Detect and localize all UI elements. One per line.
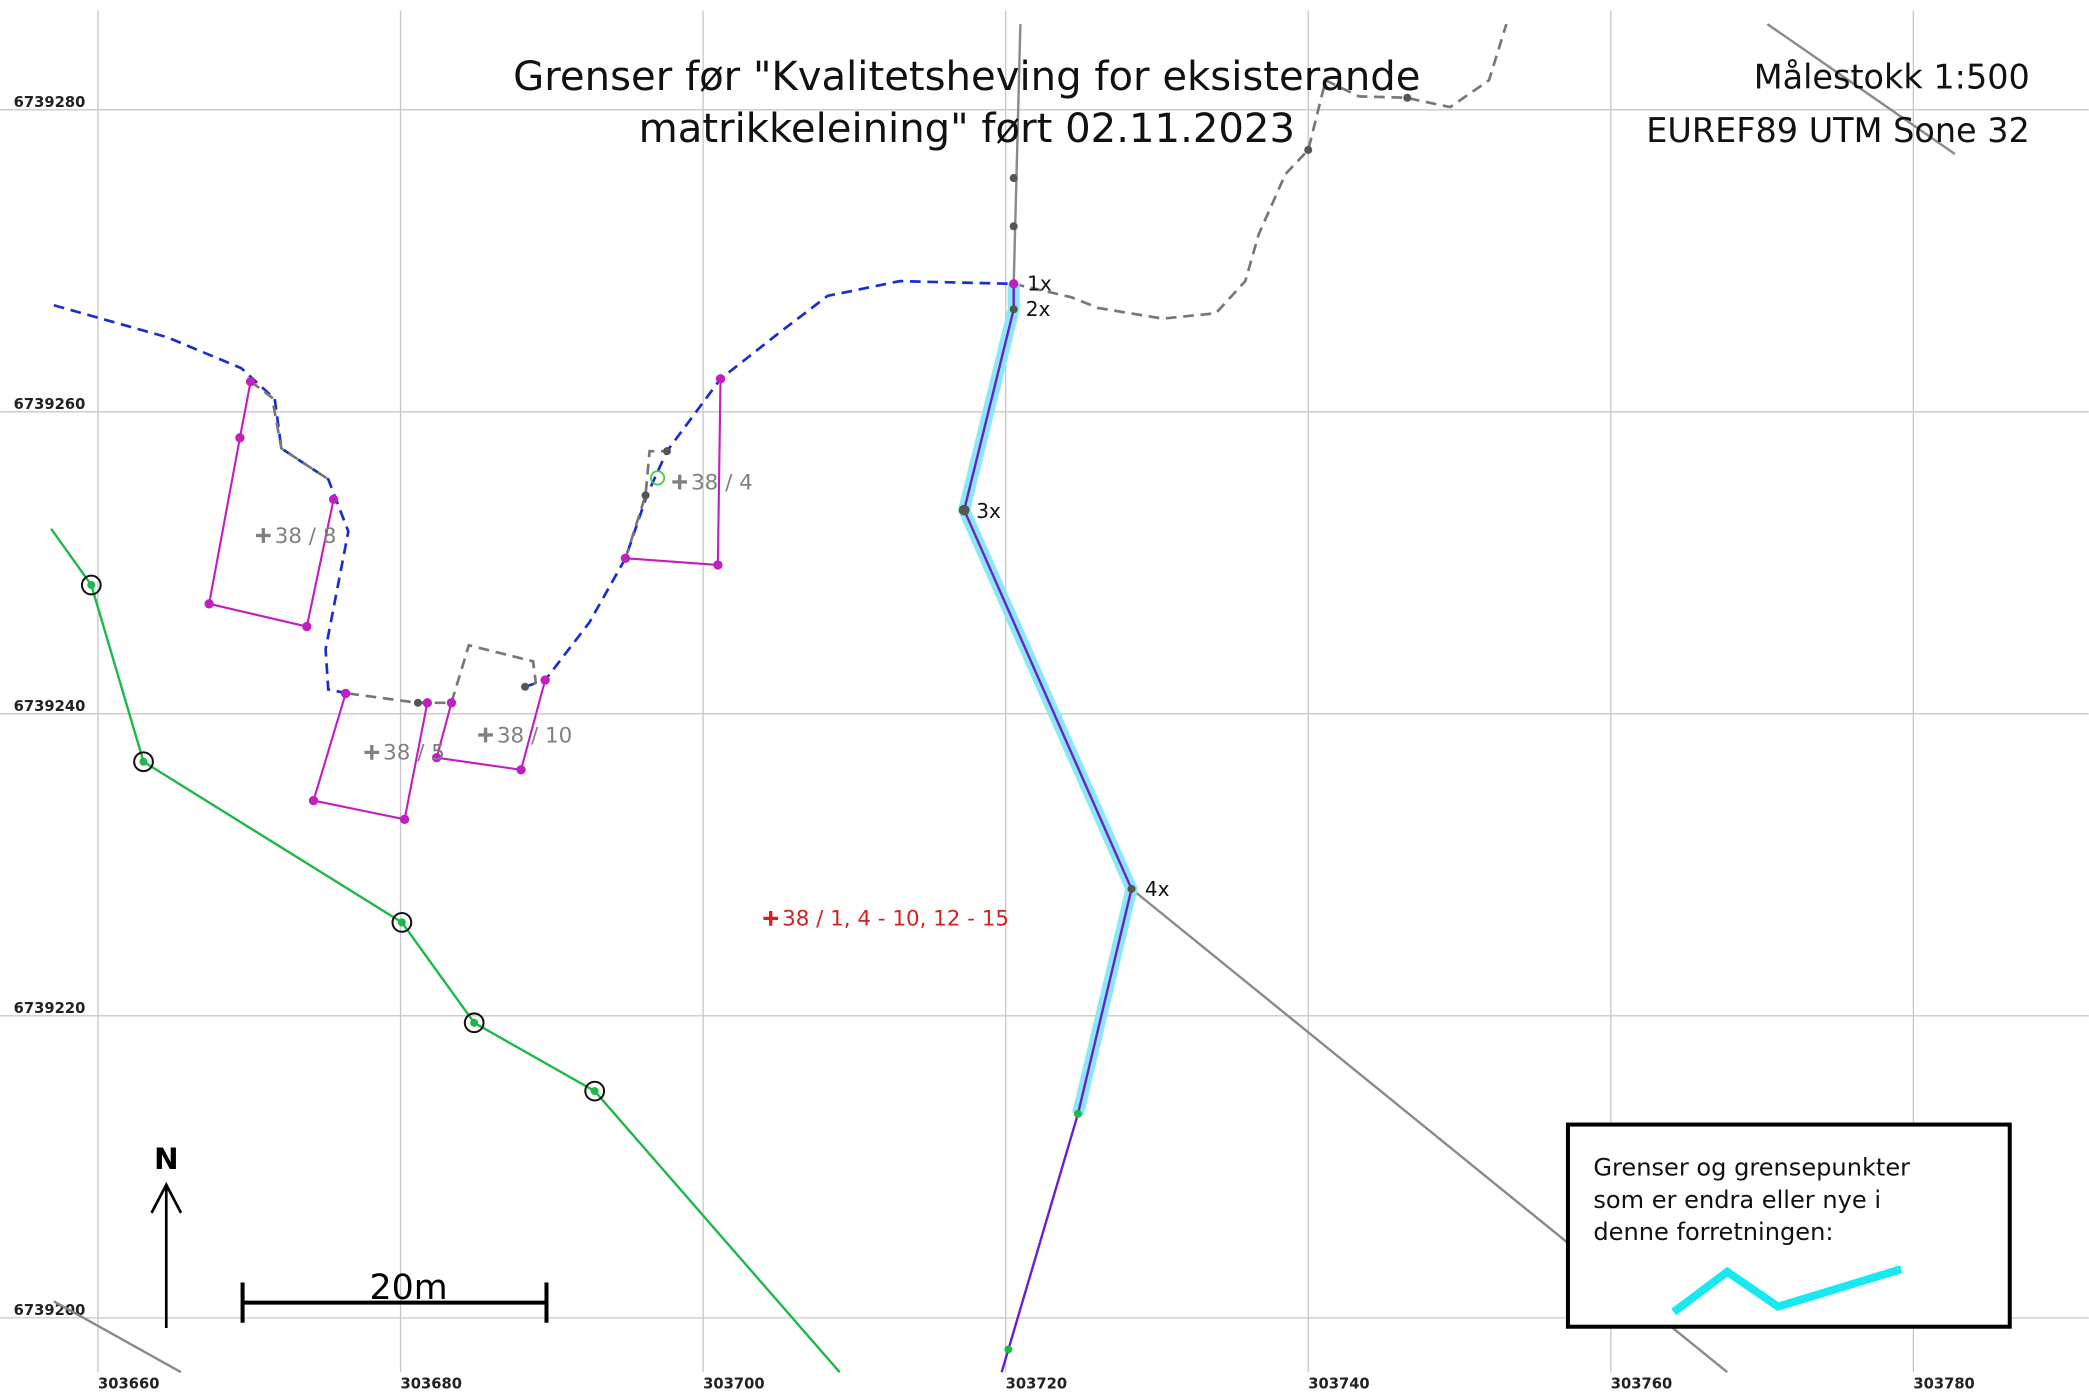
survey-points [80,574,606,1102]
legend-text: som er endra eller nye i [1593,1186,1881,1214]
northing-label: 6739220 [14,1000,86,1017]
easting-label: 303680 [401,1375,462,1392]
easting-label: 303740 [1308,1375,1369,1392]
title: matrikkeleining" ført 02.11.2023 [639,106,1295,152]
legend-box [1565,1122,2012,1329]
legend-text: Grenser og grensepunkter [1593,1154,1910,1182]
parcel-label: 38 / 5 [383,741,445,766]
parcel-label: 38 / 4 [691,470,753,495]
legend-text: denne forretningen: [1593,1218,1833,1246]
north-arrow [150,1181,183,1329]
point-label: 4x [1145,877,1170,901]
northing-label: 6739280 [14,94,86,111]
parcel-crosses [255,474,688,760]
boundary-points [204,279,1019,825]
parcel-boundary [435,679,547,771]
parcel-label: 38 / 1, 4 - 10, 12 - 15 [782,907,1009,932]
boundary [1012,24,1022,284]
boundary [624,449,667,559]
marker [650,470,666,486]
easting-label: 303660 [98,1375,159,1392]
boundary-points [413,93,1412,893]
parcel-label: 38 / 8 [275,524,337,549]
point-label: 3x [976,499,1001,523]
easting-label: 303720 [1006,1375,1067,1392]
boundary [1013,23,1508,320]
boundary [50,528,841,1374]
parcel-cross [763,911,779,926]
northing-label: 6739260 [14,396,86,413]
legend-line [1671,1265,1903,1316]
point-label: 2x [1026,297,1051,321]
survey-points [87,581,1082,1354]
parcel-label: 38 / 10 [497,723,572,748]
boundary [1766,23,1956,155]
point-label: 1x [1027,272,1052,296]
parcel-boundary [312,693,429,821]
boundary [249,380,330,481]
parcel-boundary [207,381,335,628]
boundary [962,283,1133,1373]
boundary [53,1300,182,1374]
title: Grenser før "Kvalitetsheving for eksiste… [513,54,1420,100]
easting-label: 303780 [1913,1375,1974,1392]
northing-label: 6739200 [14,1302,86,1319]
boundary [348,643,538,705]
scale-info: EUREF89 UTM Sone 32 [1646,111,2030,150]
scale-bar [240,1282,549,1323]
north-label: N [154,1142,179,1176]
easting-label: 303700 [703,1375,764,1392]
scale-bar-label: 20m [369,1268,447,1308]
northing-label: 6739240 [14,698,86,715]
boundary [524,279,1014,689]
scale-info: Målestokk 1:500 [1754,57,2030,96]
easting-label: 303760 [1611,1375,1672,1392]
